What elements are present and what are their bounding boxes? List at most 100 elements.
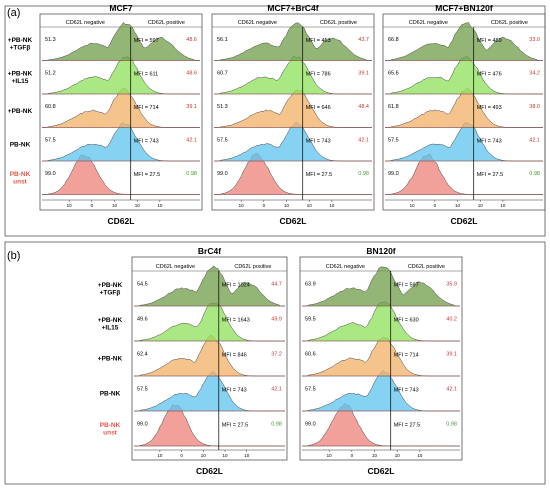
x-tick-label: 10 <box>455 203 461 208</box>
x-tick-label: 10 <box>372 453 378 458</box>
x-axis-label: CD62L <box>108 216 135 226</box>
percent-positive: 49.9 <box>271 317 282 323</box>
mfi-value: MFI = 27.5 <box>477 172 503 178</box>
panel-title: BrC4f <box>198 246 221 256</box>
histogram-trace <box>302 266 460 307</box>
percent-negative: 60.8 <box>45 104 56 110</box>
header-negative: CD62L negative <box>156 264 195 270</box>
mfi-value: MFI = 714 <box>134 105 159 111</box>
mfi-value: MFI = 476 <box>477 72 502 78</box>
percent-positive: 0.98 <box>186 171 197 177</box>
panel-frame <box>299 256 463 461</box>
panel-frame <box>39 13 203 211</box>
x-tick-label: 10 <box>201 453 207 458</box>
percent-negative: 57.5 <box>217 138 228 144</box>
x-tick-label: 0 <box>91 203 94 208</box>
percent-positive: 39.1 <box>358 71 369 77</box>
x-tick-label: 10 <box>417 453 423 458</box>
histogram-trace <box>134 371 285 412</box>
mfi-value: MFI = 493 <box>477 105 502 111</box>
percent-negative: 61.8 <box>388 104 399 110</box>
percent-negative: 63.9 <box>305 282 316 288</box>
percent-negative: 99.0 <box>137 422 148 428</box>
mfi-value: MFI = 743 <box>394 388 419 394</box>
histogram-trace <box>385 88 543 128</box>
panel-b-label: (b) <box>7 250 20 262</box>
row-label: +IL15 <box>102 324 119 331</box>
mfi-value: MFI = 27.5 <box>222 423 248 429</box>
x-tick-label: 10 <box>222 453 228 458</box>
x-axis-label: CD62L <box>196 466 223 476</box>
header-positive: CD62L positive <box>148 20 185 26</box>
histogram-trace <box>42 122 200 162</box>
histogram-trace <box>302 369 460 412</box>
x-tick-label: 10 <box>327 453 333 458</box>
row-label: +PB-NK <box>8 71 33 78</box>
row-label: unst <box>103 429 118 436</box>
mfi-value: MFI = 611 <box>134 72 159 78</box>
row-label: unst <box>13 179 28 186</box>
row-label: PB-NK <box>100 422 121 429</box>
percent-negative: 59.5 <box>305 317 316 323</box>
histogram-trace <box>134 265 285 307</box>
percent-positive: 48.6 <box>186 37 197 43</box>
mfi-value: MFI = 630 <box>394 318 419 324</box>
histogram-trace <box>385 122 543 162</box>
percent-negative: 60.7 <box>217 71 228 77</box>
percent-positive: 0.98 <box>446 422 457 428</box>
row-label: PB-NK <box>10 171 31 178</box>
mfi-value: MFI = 1643 <box>222 318 250 324</box>
percent-positive: 0.98 <box>271 422 282 428</box>
panel-title: MCF7 <box>109 3 132 13</box>
percent-positive: 42.1 <box>358 138 369 144</box>
mfi-value: MFI = 453 <box>306 38 331 44</box>
percent-negative: 57.5 <box>305 387 316 393</box>
panel-frame <box>211 13 375 211</box>
row-label: +PB-NK <box>98 356 123 363</box>
header-negative: CD62L negative <box>326 264 365 270</box>
panel-a-label: (a) <box>7 7 20 19</box>
x-tick-label: 10 <box>500 203 506 208</box>
mfi-value: MFI = 846 <box>222 353 247 359</box>
histogram-trace <box>42 56 200 95</box>
panel-b-border <box>4 241 546 485</box>
x-axis-label: CD62L <box>451 216 478 226</box>
percent-positive: 48.4 <box>358 104 369 110</box>
percent-negative: 54.5 <box>137 282 148 288</box>
percent-negative: 99.0 <box>45 171 56 177</box>
panel-title: BN120f <box>366 246 395 256</box>
percent-negative: 66.8 <box>388 37 399 43</box>
x-tick-label: 10 <box>157 453 163 458</box>
x-tick-label: 10 <box>157 203 163 208</box>
percent-negative: 62.4 <box>137 352 148 358</box>
mfi-value: MFI = 1024 <box>222 283 250 289</box>
mfi-value: MFI = 597 <box>394 283 419 289</box>
mfi-value: MFI = 646 <box>306 105 331 111</box>
mfi-value: MFI = 597 <box>134 38 159 44</box>
panel-title: MCF7+BrC4f <box>267 3 318 13</box>
header-positive: CD62L positive <box>408 264 445 270</box>
percent-positive: 42.1 <box>446 387 457 393</box>
row-label: +PB-NK <box>98 282 123 289</box>
mfi-value: MFI = 743 <box>222 388 247 394</box>
percent-negative: 65.6 <box>388 71 399 77</box>
histogram-trace <box>214 22 372 61</box>
histogram-trace <box>214 89 372 128</box>
percent-positive: 34.2 <box>529 71 540 77</box>
row-label: +PB-NK <box>8 37 33 44</box>
mfi-value: MFI = 743 <box>306 139 331 145</box>
mfi-value: MFI = 489 <box>477 38 502 44</box>
row-label: +TGFβ <box>100 289 121 296</box>
percent-negative: 99.0 <box>388 171 399 177</box>
histogram-panel: BrC4f CD62L negative CD62L positive 54.5 MFI… <box>131 246 288 476</box>
histogram-trace <box>385 56 543 95</box>
x-tick-label: 0 <box>180 453 183 458</box>
x-axis-label: CD62L <box>368 466 395 476</box>
header-negative: CD62L negative <box>66 20 105 26</box>
percent-positive: 39.1 <box>186 104 197 110</box>
percent-positive: 38.0 <box>529 104 540 110</box>
x-tick-label: 0 <box>351 453 354 458</box>
percent-negative: 57.5 <box>45 138 56 144</box>
histogram-panel: MCF7+BN120f CD62L negative CD62L positive 6… <box>382 3 546 226</box>
panel-frame <box>382 13 546 211</box>
